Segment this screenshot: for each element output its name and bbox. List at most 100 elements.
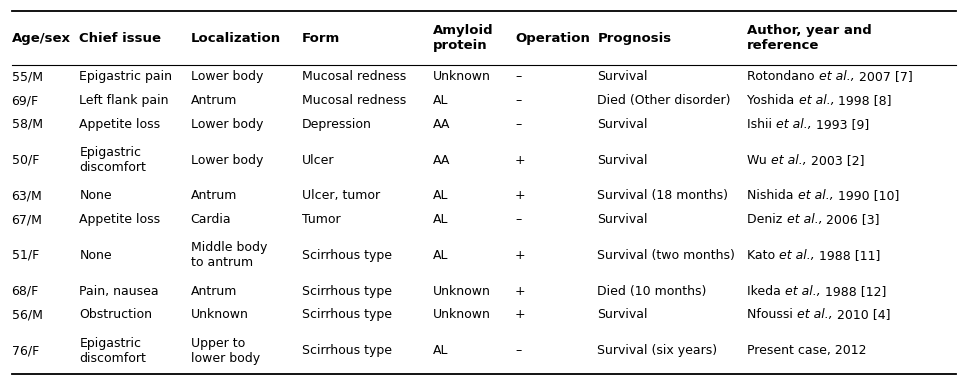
Text: Upper to
lower body: Upper to lower body	[191, 337, 259, 364]
Text: Unknown: Unknown	[433, 308, 491, 321]
Text: Epigastric
discomfort: Epigastric discomfort	[79, 146, 146, 174]
Text: –: –	[515, 94, 521, 107]
Text: 56/M: 56/M	[12, 308, 43, 321]
Text: Antrum: Antrum	[191, 189, 237, 202]
Text: Depression: Depression	[302, 118, 372, 131]
Text: 63/M: 63/M	[12, 189, 43, 202]
Text: Obstruction: Obstruction	[79, 308, 152, 321]
Text: Epigastric
discomfort: Epigastric discomfort	[79, 337, 146, 364]
Text: Ulcer, tumor: Ulcer, tumor	[302, 189, 380, 202]
Text: Tumor: Tumor	[302, 213, 341, 226]
Text: 2003 [2]: 2003 [2]	[806, 154, 864, 167]
Text: –: –	[515, 118, 521, 131]
Text: Operation: Operation	[515, 32, 590, 45]
Text: Yoshida: Yoshida	[747, 94, 799, 107]
Text: 2006 [3]: 2006 [3]	[822, 213, 880, 226]
Text: Pain, nausea: Pain, nausea	[79, 285, 159, 298]
Text: Scirrhous type: Scirrhous type	[302, 285, 392, 298]
Text: Left flank pain: Left flank pain	[79, 94, 168, 107]
Text: Scirrhous type: Scirrhous type	[302, 249, 392, 262]
Text: 1988 [12]: 1988 [12]	[821, 285, 887, 298]
Text: Appetite loss: Appetite loss	[79, 118, 161, 131]
Text: 2007 [7]: 2007 [7]	[855, 70, 912, 83]
Text: Unknown: Unknown	[191, 308, 249, 321]
Text: Unknown: Unknown	[433, 70, 491, 83]
Text: –: –	[515, 70, 521, 83]
Text: Age/sex: Age/sex	[12, 32, 71, 45]
Text: Form: Form	[302, 32, 341, 45]
Text: 69/F: 69/F	[12, 94, 39, 107]
Text: 1990 [10]: 1990 [10]	[833, 189, 899, 202]
Text: Survival: Survival	[597, 70, 648, 83]
Text: Kato: Kato	[747, 249, 779, 262]
Text: AL: AL	[433, 94, 448, 107]
Text: et al.,: et al.,	[771, 154, 806, 167]
Text: +: +	[515, 154, 526, 167]
Text: AL: AL	[433, 344, 448, 357]
Text: Ishii: Ishii	[747, 118, 776, 131]
Text: Author, year and
reference: Author, year and reference	[747, 24, 872, 52]
Text: Rotondano: Rotondano	[747, 70, 819, 83]
Text: et al.,: et al.,	[779, 249, 815, 262]
Text: 50/F: 50/F	[12, 154, 39, 167]
Text: Survival: Survival	[597, 154, 648, 167]
Text: AA: AA	[433, 154, 450, 167]
Text: Died (10 months): Died (10 months)	[597, 285, 707, 298]
Text: 1988 [11]: 1988 [11]	[815, 249, 881, 262]
Text: Present case, 2012: Present case, 2012	[747, 344, 866, 357]
Text: +: +	[515, 308, 526, 321]
Text: Survival: Survival	[597, 308, 648, 321]
Text: et al.,: et al.,	[798, 189, 833, 202]
Text: Wu: Wu	[747, 154, 771, 167]
Text: 51/F: 51/F	[12, 249, 39, 262]
Text: –: –	[515, 213, 521, 226]
Text: 1998 [8]: 1998 [8]	[834, 94, 892, 107]
Text: AL: AL	[433, 249, 448, 262]
Text: AL: AL	[433, 213, 448, 226]
Text: Nishida: Nishida	[747, 189, 798, 202]
Text: Lower body: Lower body	[191, 70, 263, 83]
Text: +: +	[515, 285, 526, 298]
Text: Ulcer: Ulcer	[302, 154, 335, 167]
Text: Cardia: Cardia	[191, 213, 231, 226]
Text: et al.,: et al.,	[785, 285, 821, 298]
Text: Unknown: Unknown	[433, 285, 491, 298]
Text: Lower body: Lower body	[191, 154, 263, 167]
Text: Deniz: Deniz	[747, 213, 787, 226]
Text: 1993 [9]: 1993 [9]	[812, 118, 869, 131]
Text: Nfoussi: Nfoussi	[747, 308, 798, 321]
Text: None: None	[79, 249, 112, 262]
Text: +: +	[515, 249, 526, 262]
Text: Prognosis: Prognosis	[597, 32, 672, 45]
Text: Antrum: Antrum	[191, 285, 237, 298]
Text: Mucosal redness: Mucosal redness	[302, 70, 407, 83]
Text: Survival: Survival	[597, 213, 648, 226]
Text: Scirrhous type: Scirrhous type	[302, 344, 392, 357]
Text: None: None	[79, 189, 112, 202]
Text: et al.,: et al.,	[776, 118, 812, 131]
Text: 68/F: 68/F	[12, 285, 39, 298]
Text: Lower body: Lower body	[191, 118, 263, 131]
Text: 76/F: 76/F	[12, 344, 39, 357]
Text: –: –	[515, 344, 521, 357]
Text: 2010 [4]: 2010 [4]	[832, 308, 891, 321]
Text: Survival (two months): Survival (two months)	[597, 249, 735, 262]
Text: et al.,: et al.,	[799, 94, 834, 107]
Text: Appetite loss: Appetite loss	[79, 213, 161, 226]
Text: Chief issue: Chief issue	[79, 32, 162, 45]
Text: Mucosal redness: Mucosal redness	[302, 94, 407, 107]
Text: +: +	[515, 189, 526, 202]
Text: Amyloid
protein: Amyloid protein	[433, 24, 494, 52]
Text: AL: AL	[433, 189, 448, 202]
Text: 58/M: 58/M	[12, 118, 43, 131]
Text: Localization: Localization	[191, 32, 281, 45]
Text: et al.,: et al.,	[819, 70, 855, 83]
Text: Scirrhous type: Scirrhous type	[302, 308, 392, 321]
Text: Epigastric pain: Epigastric pain	[79, 70, 172, 83]
Text: 55/M: 55/M	[12, 70, 43, 83]
Text: Survival: Survival	[597, 118, 648, 131]
Text: et al.,: et al.,	[798, 308, 832, 321]
Text: Died (Other disorder): Died (Other disorder)	[597, 94, 731, 107]
Text: AA: AA	[433, 118, 450, 131]
Text: Ikeda: Ikeda	[747, 285, 785, 298]
